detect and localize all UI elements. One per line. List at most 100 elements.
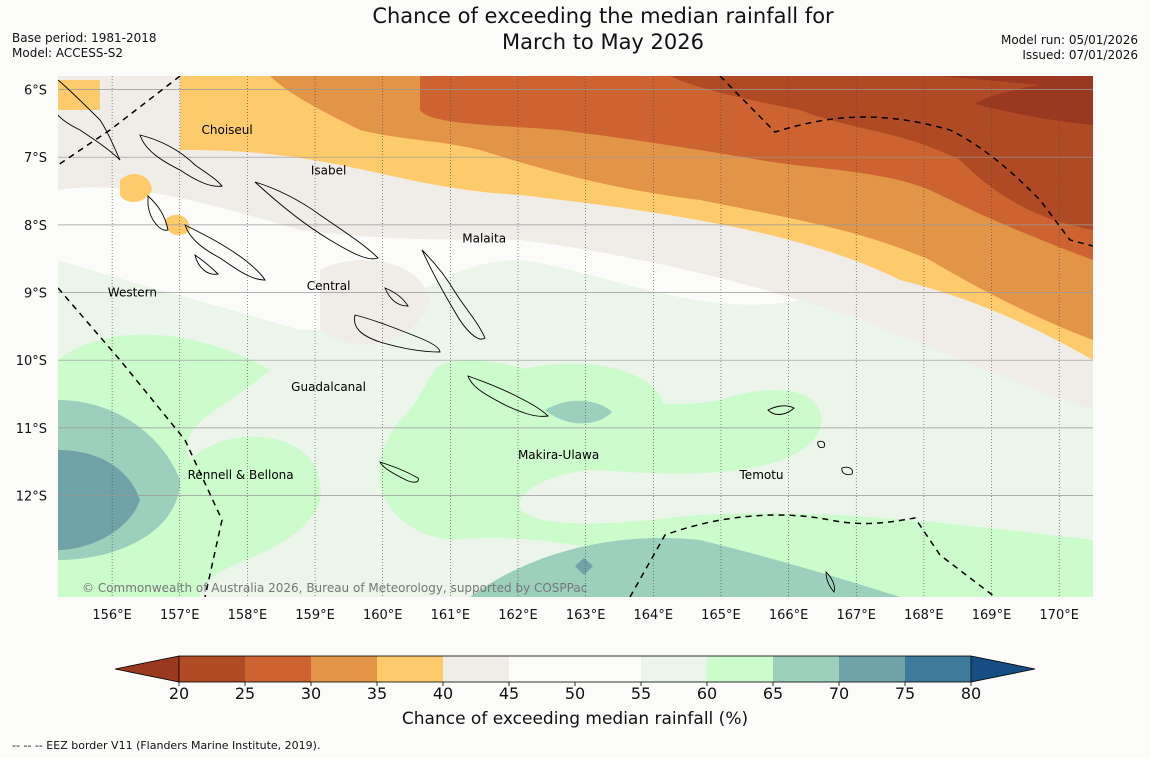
eez-borders <box>58 76 1093 597</box>
isabel-island <box>254 181 379 260</box>
contour-70-75-mid <box>545 400 612 424</box>
eez-footnote: -- -- -- EEZ border V11 (Flanders Marine… <box>12 739 321 752</box>
colorbar-segment <box>707 656 774 682</box>
choiseul-island <box>139 134 223 187</box>
place-label: Rennell & Bellona <box>188 468 294 482</box>
issued-date: Issued: 07/01/2026 <box>1022 48 1138 62</box>
colorbar-segment <box>575 656 642 682</box>
latitude-tick-label: 12°S <box>16 490 47 505</box>
colorbar-tick-label: 40 <box>433 684 453 703</box>
colorbar-tick-label: 60 <box>697 684 717 703</box>
longitude-tick-label: 158°E <box>228 608 268 623</box>
colorbar-tick-label: 35 <box>367 684 387 703</box>
latitude-tick-label: 8°S <box>24 219 47 234</box>
contour-65-70-north <box>510 363 664 439</box>
longitude-tick-label: 170°E <box>1039 608 1079 623</box>
colorbar-low-arrow <box>114 655 180 683</box>
colorbar-tick-label: 65 <box>763 684 783 703</box>
title-line-2: March to May 2026 <box>502 30 704 54</box>
eez-border-southwest <box>58 287 223 597</box>
longitude-tick-label: 156°E <box>92 608 132 623</box>
place-label: Central <box>307 279 351 293</box>
place-label: Malaita <box>462 231 506 245</box>
florida-islands <box>384 287 409 307</box>
longitude-tick-label: 169°E <box>972 608 1012 623</box>
coastlines <box>58 79 853 593</box>
colorbar-segment <box>311 656 378 682</box>
colorbar-segment <box>641 656 708 682</box>
contour-70-75-east <box>470 538 900 597</box>
colorbar: 20 25 30 35 40 45 50 55 60 65 70 75 80 <box>114 655 1036 703</box>
latitude-tick-label: 10°S <box>16 354 47 369</box>
latitude-tick-label: 9°S <box>24 287 47 302</box>
longitude-tick-label: 160°E <box>363 608 403 623</box>
latitude-labels: 6°S 7°S 8°S 9°S 10°S 11°S 12°S <box>16 84 47 505</box>
longitude-tick-label: 161°E <box>431 608 471 623</box>
base-period: Base period: 1981-2018 <box>12 31 157 45</box>
colorbar-tick-label: 25 <box>235 684 255 703</box>
longitude-labels: 156°E 157°E 158°E 159°E 160°E 161°E 162°E 163°E… <box>92 608 1079 623</box>
chart-title: Chance of exceeding the median rainfall … <box>0 3 1150 55</box>
place-label: Temotu <box>739 468 784 482</box>
colorbar-segment <box>377 656 444 682</box>
place-label: Western <box>108 286 157 300</box>
longitude-tick-label: 162°E <box>498 608 538 623</box>
colorbar-high-arrow <box>970 655 1036 683</box>
colorbar-segment <box>773 656 840 682</box>
colorbar-tick-label: 70 <box>829 684 849 703</box>
colorbar-segment <box>245 656 312 682</box>
colorbar-tick-label: 55 <box>631 684 651 703</box>
colorbar-tick-label: 20 <box>169 684 189 703</box>
new-georgia-islands <box>147 194 266 281</box>
colorbar-segment <box>179 656 246 682</box>
longitude-tick-label: 159°E <box>295 608 335 623</box>
longitude-tick-label: 166°E <box>769 608 809 623</box>
longitude-tick-label: 165°E <box>701 608 741 623</box>
contour-75-80 <box>58 450 140 550</box>
longitude-tick-label: 168°E <box>904 608 944 623</box>
contour-65-70-south <box>58 334 1093 597</box>
model-run: Model run: 05/01/2026 <box>1000 33 1138 47</box>
gridlines <box>58 76 1093 597</box>
eez-border-west <box>58 76 181 166</box>
title-line-1: Chance of exceeding the median rainfall … <box>372 4 834 28</box>
copyright-notice: © Commonwealth of Australia 2026, Bureau… <box>82 581 587 595</box>
longitude-tick-label: 164°E <box>634 608 674 623</box>
base-info: Base period: 1981-2018 Model: ACCESS-S2 <box>12 31 157 61</box>
colorbar-segment <box>509 656 576 682</box>
colorbar-segment <box>839 656 906 682</box>
makira-island <box>467 375 549 417</box>
guadalcanal-island <box>354 314 441 353</box>
colorbar-tick-label: 80 <box>961 684 981 703</box>
longitude-tick-label: 167°E <box>836 608 876 623</box>
colorbar-label: Chance of exceeding median rainfall (%) <box>401 709 749 729</box>
bougainville-coast <box>58 79 121 161</box>
latitude-tick-label: 11°S <box>16 422 47 437</box>
longitude-tick-label: 163°E <box>566 608 606 623</box>
map-field: © Commonwealth of Australia 2026, Bureau… <box>58 76 1093 597</box>
contour-75-80-dot <box>575 558 593 575</box>
model-name: Model: ACCESS-S2 <box>12 46 124 60</box>
contour-35-40-west <box>58 80 190 236</box>
place-label: Choiseul <box>202 123 253 137</box>
place-label: Guadalcanal <box>291 380 366 394</box>
place-label: Isabel <box>311 164 346 178</box>
longitude-tick-label: 157°E <box>160 608 200 623</box>
rennell-island <box>379 461 419 483</box>
eez-border-northeast <box>719 76 1093 247</box>
latitude-tick-label: 7°S <box>24 151 47 166</box>
eez-border-south <box>629 514 996 597</box>
colorbar-tick-label: 45 <box>499 684 519 703</box>
contour-40-45-central <box>320 260 430 345</box>
colorbar-tick-label: 75 <box>895 684 915 703</box>
colorbar-tick-label: 50 <box>565 684 585 703</box>
colorbar-tick-label: 30 <box>301 684 321 703</box>
place-label: Makira-Ulawa <box>518 448 599 462</box>
contour-below-20 <box>940 76 1093 125</box>
place-labels: Choiseul Isabel Malaita Western Central Guada… <box>108 123 784 482</box>
colorbar-segment <box>905 656 972 682</box>
latitude-tick-label: 6°S <box>24 84 47 99</box>
run-info: Model run: 05/01/2026 Issued: 07/01/2026 <box>1001 33 1138 63</box>
malaita-island <box>421 249 486 340</box>
